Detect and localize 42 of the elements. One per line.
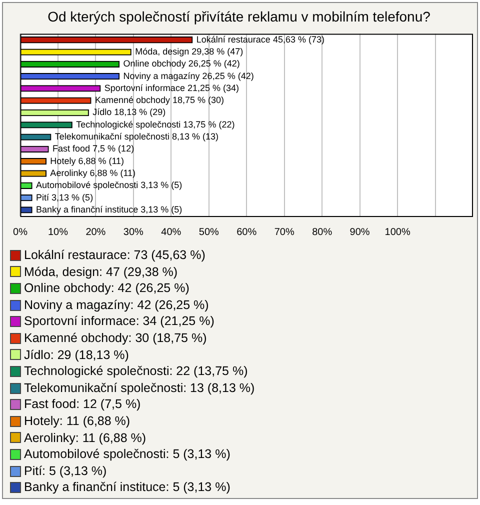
text: Lokální restaurace: 73 (45,63 %)	[24, 247, 206, 264]
x-tick-label: 50%	[198, 226, 219, 238]
category-label: Lokální restaurace 45,63 % (73)	[196, 34, 324, 44]
x-tick-label: 90%	[350, 226, 370, 238]
category-label: Sportovní informace 21,25 % (34)	[104, 82, 239, 93]
x-tick-label: 30%	[123, 226, 144, 238]
text: Banky a finanční instituce: 5 (3,13 %)	[24, 479, 230, 496]
text: Sportovní informace: 34 (21,25 %)	[24, 313, 214, 330]
category-label: Fast food 7,5 % (12)	[52, 144, 134, 154]
x-tick-label: 0%	[13, 226, 28, 238]
category-label: Technologické společnosti 13,75 % (22)	[76, 119, 235, 130]
category-label: Aerolinky 6,88 % (11)	[50, 168, 136, 178]
x-tick-label: 60%	[236, 226, 257, 238]
category-label: Móda, design 29,38 % (47)	[135, 46, 244, 57]
x-tick-label: 70%	[274, 226, 294, 238]
category-label: Automobilové společnosti 3,13 % (5)	[36, 180, 182, 190]
text: Fast food: 12 (7,5 %)	[24, 396, 141, 413]
category-label: Noviny a magazíny 26,25 % (42)	[123, 70, 254, 81]
x-tick-label: 10%	[48, 226, 68, 238]
text: Hotely: 11 (6,88 %)	[24, 412, 130, 430]
text: Online obchody: 42 (26,25 %)	[24, 280, 190, 297]
category-label: Kamenné obchody 18,75 % (30)	[94, 95, 224, 106]
text: Jídlo: 29 (18,13 %)	[24, 346, 129, 364]
category-label: Telekomunikační společnosti 8,13 % (13)	[54, 132, 218, 142]
x-tick-label: 40%	[161, 226, 182, 238]
chart-title: Od kterých společností přivítáte reklamu v mobilním telefonu?	[48, 8, 431, 24]
text: Aerolinky: 11 (6,88 %)	[24, 430, 146, 446]
text: Móda, design: 47 (29,38 %)	[24, 264, 178, 280]
text: Technologické společnosti: 22 (13,75 %)	[24, 363, 248, 380]
text: Telekomunikační společnosti: 13 (8,13 %)	[24, 380, 255, 396]
x-tick-label: 80%	[312, 226, 332, 238]
text: Noviny a magazíny: 42 (26,25 %)	[24, 296, 209, 314]
x-tick-label: 20%	[86, 226, 106, 238]
text: Pití: 5 (3,13 %)	[24, 462, 107, 480]
category-label: Hotely 6,88 % (11)	[50, 156, 124, 166]
x-tick-label: 100%	[384, 226, 410, 238]
text: Kamenné obchody: 30 (18,75 %)	[24, 330, 207, 347]
category-label: Pití 3,13 % (5)	[36, 192, 94, 202]
category-label: Online obchody 26,25 % (42)	[123, 58, 240, 69]
category-label: Banky a finanční instituce 3,13 % (5)	[36, 204, 182, 214]
category-label: Jídlo 18,13 % (29)	[92, 107, 166, 118]
text: Automobilové společnosti: 5 (3,13 %)	[24, 446, 230, 463]
